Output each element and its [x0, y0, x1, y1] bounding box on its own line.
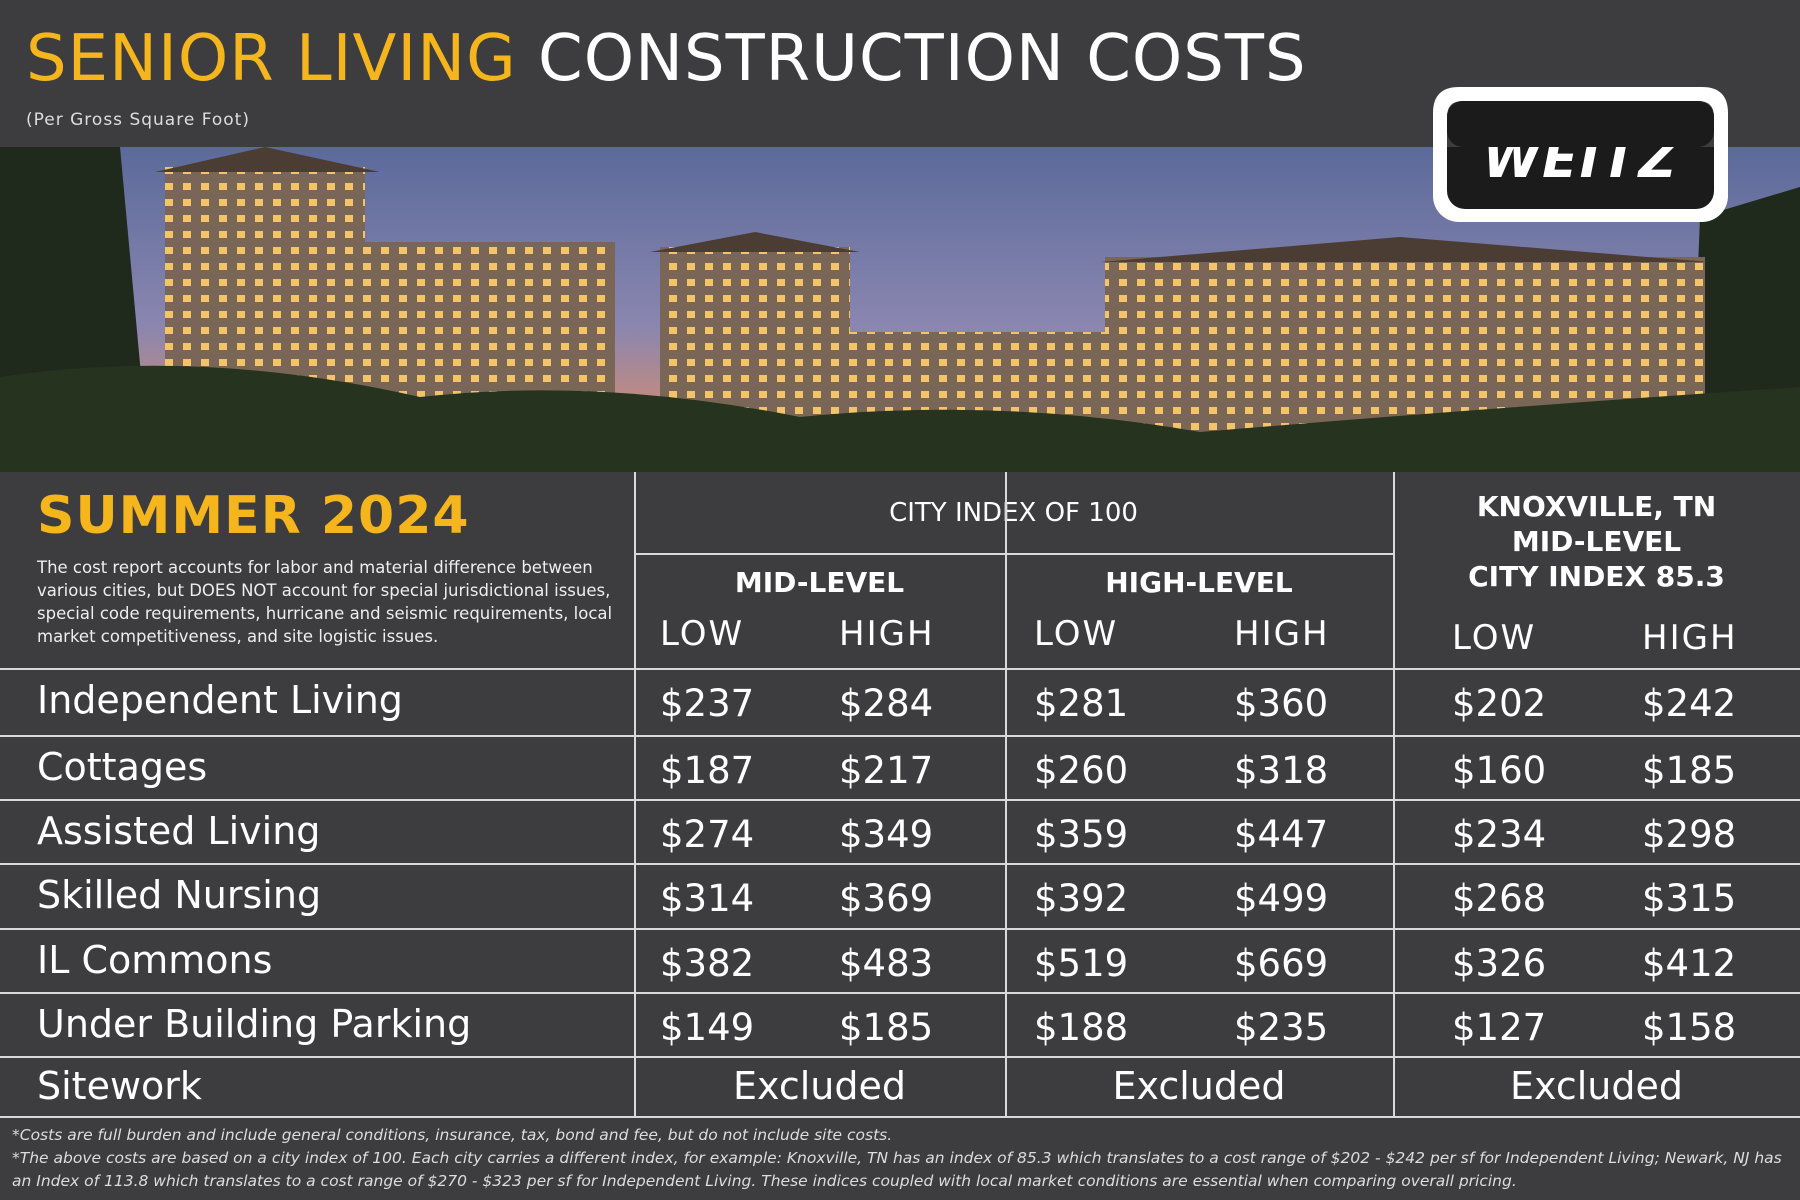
rule [0, 992, 1800, 994]
rule [1393, 472, 1395, 1116]
rule [0, 928, 1800, 930]
cost-cell: $234 [1452, 813, 1547, 856]
cost-cell: $187 [660, 749, 755, 792]
rule [0, 1116, 1800, 1118]
cost-cell: $382 [660, 942, 755, 985]
rule [0, 735, 1800, 737]
cost-cell: $188 [1034, 1006, 1129, 1049]
level-header: HIGH-LEVEL [1105, 566, 1293, 599]
knoxville-header: CITY INDEX 85.3 [1468, 560, 1725, 593]
cost-cell: $298 [1642, 813, 1737, 856]
cost-cell: $158 [1642, 1006, 1737, 1049]
rule [0, 668, 1800, 670]
cost-cell: $349 [839, 813, 934, 856]
footnote: *Costs are full burden and include gener… [12, 1126, 893, 1144]
cost-cell: $268 [1452, 877, 1547, 920]
column-header: LOW [1452, 618, 1537, 658]
cost-cell: $242 [1642, 682, 1737, 725]
title: SENIOR LIVING CONSTRUCTION COSTS [26, 22, 1307, 96]
rule [1005, 472, 1007, 1116]
cost-cell: $185 [1642, 749, 1737, 792]
cost-cell: $260 [1034, 749, 1129, 792]
column-header: HIGH [839, 614, 935, 654]
group-header: CITY INDEX OF 100 [889, 498, 1138, 528]
cost-cell: $202 [1452, 682, 1547, 725]
cost-cell: $160 [1452, 749, 1547, 792]
cost-cell: $185 [839, 1006, 934, 1049]
cost-cell: $284 [839, 682, 934, 725]
cost-cell: $519 [1034, 942, 1129, 985]
description: The cost report accounts for labor and m… [37, 558, 613, 646]
cost-cell: $369 [839, 877, 934, 920]
column-header: LOW [660, 614, 745, 654]
rule [0, 1056, 1800, 1058]
cost-cell: $447 [1234, 813, 1329, 856]
level-header: MID-LEVEL [734, 566, 905, 599]
cost-cell: $326 [1452, 942, 1547, 985]
cost-cell: $217 [839, 749, 934, 792]
row-label: Under Building Parking [37, 1002, 472, 1046]
cost-cell: $314 [660, 877, 755, 920]
cost-cell: $237 [660, 682, 755, 725]
footnote: *The above costs are based on a city ind… [12, 1149, 1782, 1190]
rule [634, 472, 636, 1116]
rule [634, 553, 1393, 555]
rule [0, 863, 1800, 865]
row-label: Assisted Living [37, 809, 321, 853]
row-label: Cottages [37, 745, 208, 789]
cost-cell: $274 [660, 813, 755, 856]
column-header: HIGH [1642, 618, 1738, 658]
cost-cell: $499 [1234, 877, 1329, 920]
knoxville-header: MID-LEVEL [1511, 525, 1682, 558]
knoxville-header: KNOXVILLE, TN [1476, 490, 1717, 523]
subtitle: (Per Gross Square Foot) [26, 110, 250, 130]
cost-cell: $359 [1034, 813, 1129, 856]
cost-cell: $149 [660, 1006, 755, 1049]
excluded-cell: Excluded [1112, 1064, 1286, 1108]
season: SUMMER 2024 [37, 486, 470, 546]
cost-cell: $392 [1034, 877, 1129, 920]
title-highlight: SENIOR LIVING [26, 22, 517, 96]
logo-frame [1433, 87, 1728, 147]
cost-cell: $235 [1234, 1006, 1329, 1049]
cost-cell: $127 [1452, 1006, 1547, 1049]
cost-cell: $412 [1642, 942, 1737, 985]
title-rest: CONSTRUCTION COSTS [538, 22, 1307, 96]
column-header: HIGH [1234, 614, 1330, 654]
row-label: Sitework [37, 1064, 202, 1108]
cost-cell: $669 [1234, 942, 1329, 985]
cost-cell: $360 [1234, 682, 1329, 725]
photo [0, 147, 1800, 472]
cost-cell: $318 [1234, 749, 1329, 792]
rule [0, 799, 1800, 801]
row-label: Skilled Nursing [37, 873, 322, 917]
cost-cell: $281 [1034, 682, 1129, 725]
cost-cell: $483 [839, 942, 934, 985]
cost-cell: $315 [1642, 877, 1737, 920]
row-label: Independent Living [37, 678, 403, 722]
row-label: IL Commons [37, 938, 273, 982]
column-header: LOW [1034, 614, 1119, 654]
excluded-cell: Excluded [733, 1064, 906, 1108]
excluded-cell: Excluded [1510, 1064, 1683, 1108]
